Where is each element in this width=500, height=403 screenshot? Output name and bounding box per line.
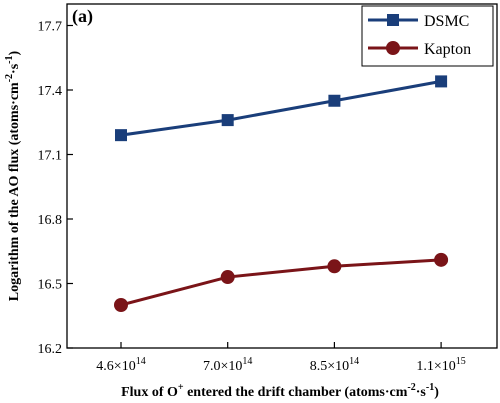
y-axis: 16.2 16.5 16.8 17.1 17.4 17.7 xyxy=(38,20,73,357)
data-point-dsmc xyxy=(221,114,234,127)
y-axis-title-sup2: -1 xyxy=(4,55,15,63)
data-point-kapton xyxy=(114,298,128,312)
y-tick-label: 16.8 xyxy=(38,213,63,228)
data-point-dsmc xyxy=(328,94,341,107)
legend: DSMC Kapton xyxy=(361,5,494,67)
data-point-kapton xyxy=(434,252,449,267)
y-tick-label: 17.7 xyxy=(38,20,63,35)
series-line-kapton xyxy=(120,258,442,307)
x-axis-title-pre: Flux of O xyxy=(121,385,178,400)
data-point-kapton xyxy=(327,259,342,274)
panel-label: (a) xyxy=(72,6,93,27)
x-tick-label: 8.5×1014 xyxy=(310,356,359,374)
data-point-dsmc xyxy=(435,75,448,88)
y-tick-label: 17.4 xyxy=(38,84,63,99)
x-axis-title-sup1: -2 xyxy=(407,382,415,393)
legend-label-dsmc: DSMC xyxy=(424,13,469,30)
x-tick-exponent: 14 xyxy=(136,356,146,367)
y-tick-label: 16.5 xyxy=(38,278,63,293)
x-tick-exponent: 15 xyxy=(456,356,466,367)
x-tick-mantissa: 4.6×10 xyxy=(96,359,135,374)
legend-box xyxy=(361,5,494,67)
y-axis-title-mid: ·s xyxy=(7,63,22,74)
legend-marker-kapton xyxy=(386,41,400,55)
y-tick-label: 17.1 xyxy=(38,149,63,164)
legend-label-kapton: Kapton xyxy=(424,41,471,58)
x-tick-label: 7.0×1014 xyxy=(203,356,252,374)
x-axis-title: Flux of O+ entered the drift chamber (at… xyxy=(121,382,439,400)
x-axis-title-mid: entered the drift chamber (atoms·cm xyxy=(184,385,408,400)
y-axis-title-sup1: -2 xyxy=(4,74,15,82)
x-tick-exponent: 14 xyxy=(242,356,252,367)
y-axis-title-post: ) xyxy=(7,50,22,55)
x-axis-title-sup2: -1 xyxy=(426,382,434,393)
x-axis: 4.6×1014 7.0×1014 8.5×1014 1.1×1015 xyxy=(96,342,466,374)
series-layer xyxy=(114,75,449,312)
x-axis-title-mid2: ·s xyxy=(416,385,427,400)
plot-frame xyxy=(66,3,498,349)
x-tick-mantissa: 1.1×10 xyxy=(416,359,455,374)
x-tick-exponent: 14 xyxy=(349,356,359,367)
y-axis-title: Logarithm of the AO flux (atoms·cm-2·s-1… xyxy=(4,50,22,301)
x-axis-title-ion: + xyxy=(178,382,184,393)
data-point-dsmc xyxy=(115,129,127,142)
legend-marker-dsmc xyxy=(387,14,399,26)
x-tick-label: 4.6×1014 xyxy=(96,356,145,374)
x-tick-mantissa: 8.5×10 xyxy=(310,359,349,374)
x-tick-label: 1.1×1015 xyxy=(416,356,465,374)
y-tick-label: 16.2 xyxy=(38,342,63,357)
data-point-kapton xyxy=(220,270,235,285)
x-axis-title-post: ) xyxy=(434,385,439,400)
x-tick-mantissa: 7.0×10 xyxy=(203,359,242,374)
y-axis-title-pre: Logarithm of the AO flux (atoms·cm xyxy=(7,82,22,301)
series-line-dsmc xyxy=(120,79,442,137)
